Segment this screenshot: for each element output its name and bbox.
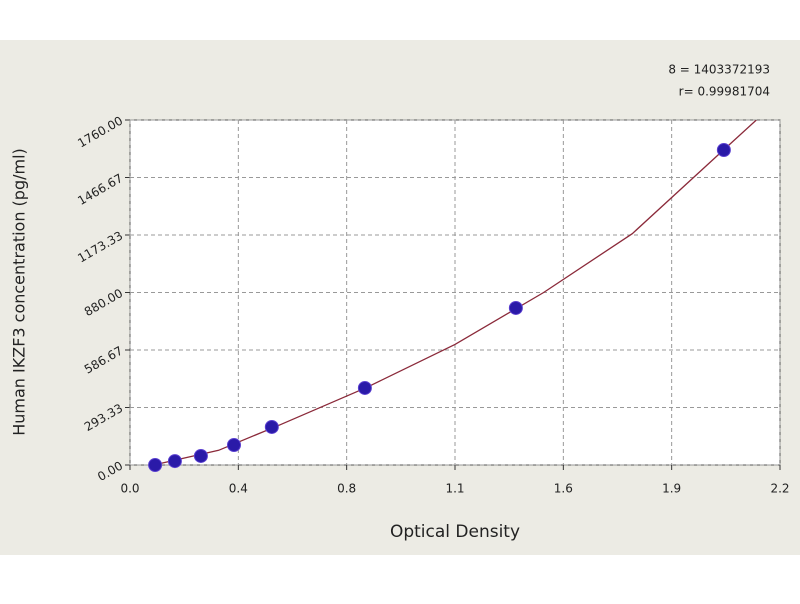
x-tick-label: 2.2 (770, 482, 789, 496)
x-tick-label: 0.0 (120, 482, 139, 496)
annotation: 8 = 1403372193 (668, 63, 770, 77)
annotation: r= 0.99981704 (679, 85, 770, 99)
x-tick-label: 1.9 (662, 482, 681, 496)
x-tick-label: 1.1 (445, 482, 464, 496)
data-point (227, 438, 241, 453)
x-axis-label: Optical Density (390, 522, 520, 542)
data-point (148, 458, 163, 472)
data-point (264, 419, 279, 434)
data-point (716, 142, 731, 157)
data-point (508, 300, 523, 315)
data-point (167, 454, 182, 469)
data-point (193, 448, 208, 463)
x-tick-label: 0.8 (337, 482, 356, 496)
data-point (357, 380, 372, 395)
x-tick-label: 1.6 (554, 482, 573, 496)
x-tick-label: 0.4 (229, 482, 248, 496)
y-axis-label: Human IKZF3 concentration (pg/ml) (10, 148, 29, 436)
